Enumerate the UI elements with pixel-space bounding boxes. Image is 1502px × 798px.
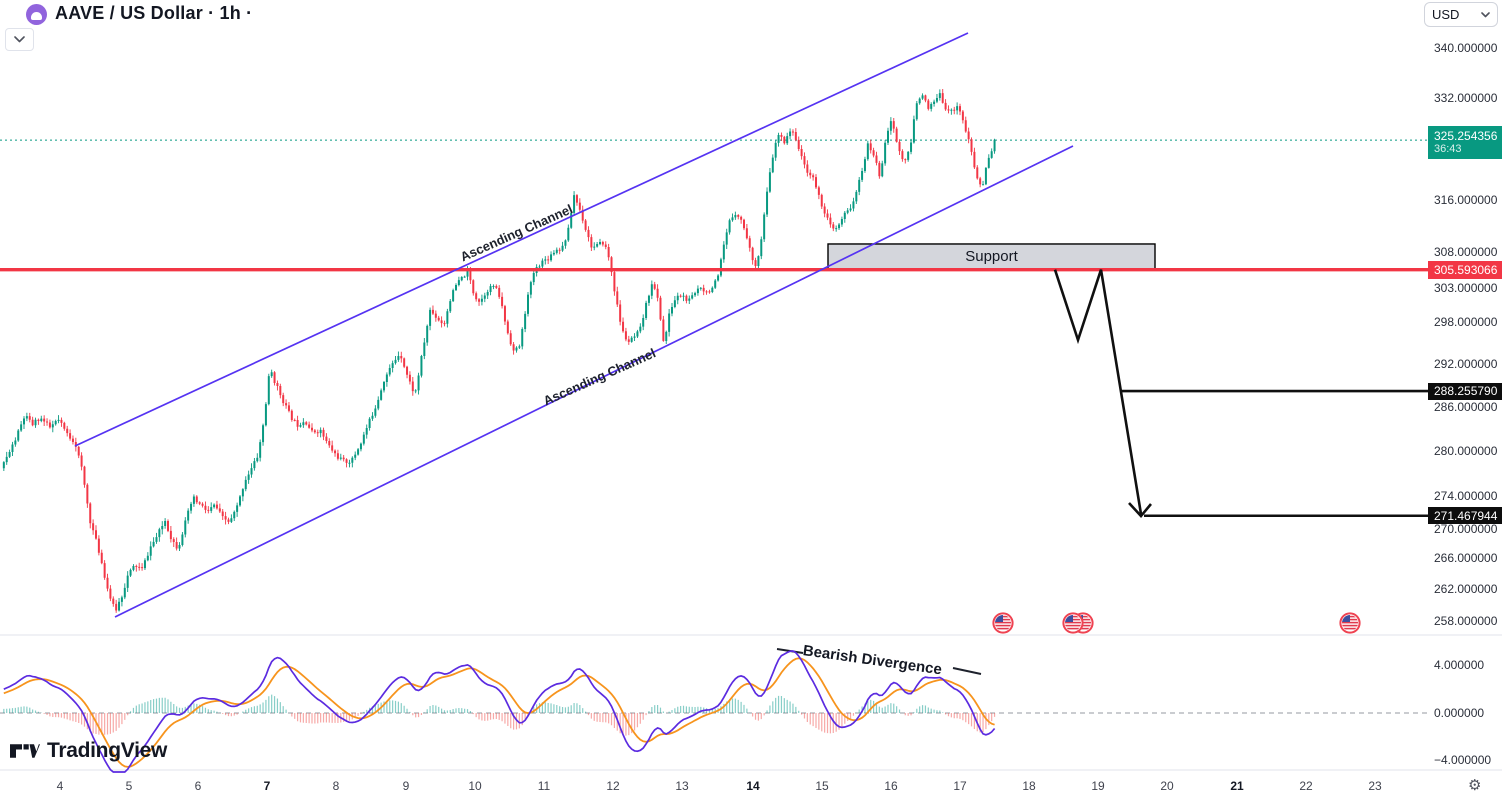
aave-symbol-logo-icon: [26, 4, 47, 25]
macd-signal-line: [3, 657, 995, 768]
chevron-down-icon: [1481, 11, 1490, 17]
time-axis-label: 8: [332, 779, 340, 793]
event-flag-icon[interactable]: [1062, 612, 1084, 634]
divergence-line-right[interactable]: [952, 667, 982, 675]
price-axis-label: 266.000000: [1434, 551, 1498, 565]
current-price-badge: 325.254356 36:43: [1428, 125, 1502, 159]
price-axis-label: 292.000000: [1434, 357, 1498, 371]
current-price-value: 325.254356: [1434, 129, 1498, 144]
time-axis-label: 22: [1299, 779, 1313, 793]
currency-select-value: USD: [1432, 7, 1460, 22]
currency-select[interactable]: USD: [1424, 2, 1498, 27]
target1-price-badge: 288.255790: [1428, 382, 1502, 400]
price-axis-label: 308.000000: [1434, 245, 1498, 259]
price-axis-label: 286.000000: [1434, 400, 1498, 414]
time-axis-label: 14: [746, 779, 760, 793]
bar-countdown: 36:43: [1434, 143, 1462, 156]
time-axis-label: 23: [1368, 779, 1382, 793]
channel-line-lower[interactable]: [114, 145, 1074, 618]
time-axis-label: 16: [884, 779, 898, 793]
time-axis-label: 9: [402, 779, 410, 793]
macd-indicator: [3, 650, 996, 773]
support-zone-box[interactable]: [827, 243, 1156, 271]
price-axis-label: 280.000000: [1434, 444, 1498, 458]
price-axis-label: 303.000000: [1434, 281, 1498, 295]
candlestick-series: [2, 89, 996, 613]
macd-histogram-negative: [43, 713, 996, 736]
price-axis-label: 270.000000: [1434, 522, 1498, 536]
event-flag-icon[interactable]: [992, 612, 1014, 634]
time-axis-label: 21: [1230, 779, 1244, 793]
price-axis-label: 274.000000: [1434, 489, 1498, 503]
time-axis-label: 15: [815, 779, 829, 793]
time-axis-label: 4: [56, 779, 64, 793]
time-axis-label: 12: [606, 779, 620, 793]
time-axis-label: 19: [1091, 779, 1105, 793]
tradingview-watermark[interactable]: TradingView: [10, 738, 167, 764]
price-axis-label: −4.000000: [1434, 753, 1492, 767]
time-axis-label: 20: [1160, 779, 1174, 793]
price-axis-label: 332.000000: [1434, 91, 1498, 105]
symbol-title[interactable]: AAVE / US Dollar · 1h ·: [55, 3, 253, 23]
chevron-down-icon: [14, 36, 25, 43]
arrow-down-icon: [1128, 502, 1152, 518]
price-axis-label: 340.000000: [1434, 41, 1498, 55]
time-axis-label: 6: [194, 779, 202, 793]
time-axis-label: 17: [953, 779, 967, 793]
macd-histogram-positive: [3, 694, 944, 713]
gear-icon[interactable]: ⚙: [1468, 777, 1482, 794]
time-axis-label: 7: [263, 779, 271, 793]
chevron-down-button[interactable]: [5, 28, 34, 51]
price-axis-label: 316.000000: [1434, 193, 1498, 207]
time-axis-label: 11: [537, 779, 551, 793]
channel-line-upper[interactable]: [74, 32, 969, 447]
tradingview-wordmark: TradingView: [47, 739, 168, 762]
macd-line: [3, 650, 996, 773]
price-axis-label: 262.000000: [1434, 582, 1498, 596]
tradingview-logo-icon: [10, 744, 40, 758]
resistance-price-badge: 305.593066: [1428, 260, 1502, 279]
price-axis-label: 258.000000: [1434, 614, 1498, 628]
price-axis-label: 298.000000: [1434, 315, 1498, 329]
time-axis-label: 18: [1022, 779, 1036, 793]
event-flag-icon[interactable]: [1339, 612, 1361, 634]
target2-price-badge: 271.467944: [1428, 507, 1502, 525]
time-axis-label: 13: [675, 779, 689, 793]
price-axis-label: 0.000000: [1434, 706, 1485, 720]
time-axis-label: 10: [468, 779, 482, 793]
price-axis-label: 4.000000: [1434, 658, 1485, 672]
projection-drawing[interactable]: [1053, 269, 1428, 518]
time-axis-label: 5: [125, 779, 133, 793]
